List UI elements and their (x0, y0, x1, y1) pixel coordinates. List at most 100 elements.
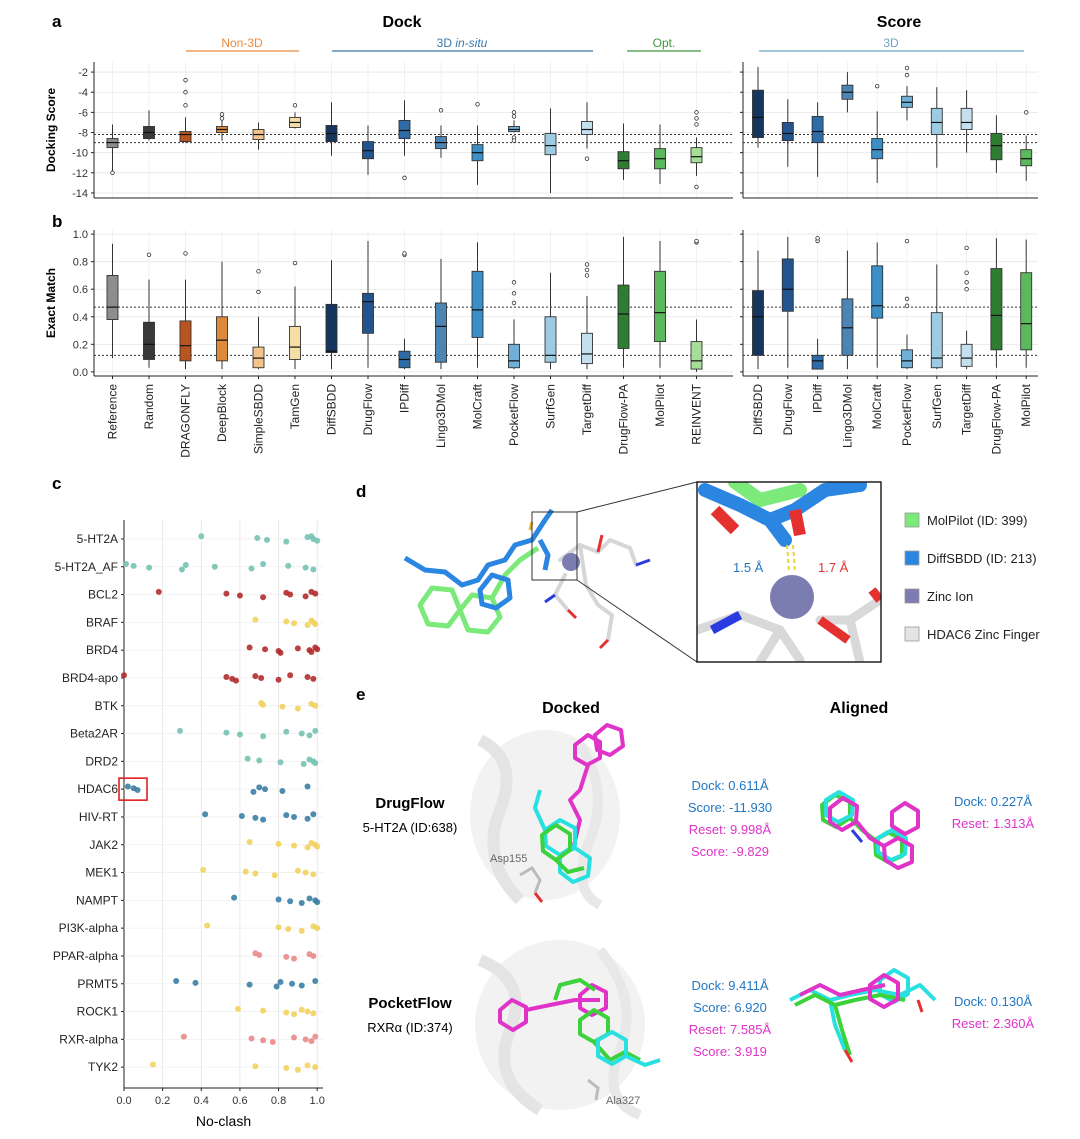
point (283, 618, 290, 625)
box-molpilot (1020, 110, 1033, 181)
row1-residue: Asp155 (490, 853, 527, 865)
category-label: TargetDiff (960, 383, 974, 435)
point (231, 894, 238, 901)
category-label: PocketFlow (507, 384, 521, 446)
row-label: PPAR-alpha (53, 949, 118, 963)
point (122, 561, 129, 568)
box (289, 325, 301, 360)
point (155, 588, 162, 595)
y-tick-label: -6 (78, 107, 88, 119)
outlier (292, 260, 298, 266)
box-diffsbdd (325, 102, 338, 156)
point (283, 1009, 290, 1016)
x-tick-label: 0.4 (194, 1095, 209, 1107)
box (581, 332, 593, 365)
point (291, 1011, 298, 1018)
y-tick-label: 1.0 (73, 229, 88, 241)
point (306, 732, 313, 739)
point (306, 895, 313, 902)
point (304, 815, 311, 822)
box-diffsbdd (752, 67, 764, 148)
point (304, 1062, 311, 1069)
box-molcraft (871, 83, 884, 183)
box-molpilot (1020, 239, 1033, 368)
x-axis-label: No-clash (196, 1113, 251, 1129)
box-reinvent (690, 110, 703, 190)
point (202, 811, 209, 818)
no-clash-strip-plot: 0.0 0.2 0.4 0.6 0.8 1.0 No-clash 5-HT2A 5-HT2A_A… (53, 520, 325, 1129)
zoom-connector-bottom (576, 579, 698, 663)
legend-label: DiffSBDD (ID: 213) (927, 551, 1037, 566)
docked-metric: Reset: 9.998Å (689, 822, 772, 837)
point (124, 783, 131, 790)
category-label: TargetDiff (580, 383, 594, 435)
box (617, 284, 630, 349)
box-molcraft (471, 242, 484, 368)
group-non3d-label: Non-3D (221, 36, 263, 50)
x-tick-label: 0.0 (116, 1095, 131, 1107)
box (544, 133, 557, 156)
point (248, 565, 255, 572)
box (216, 316, 228, 362)
box (930, 312, 943, 369)
point (263, 536, 270, 543)
box-pocketflow (901, 65, 913, 121)
point (291, 842, 298, 849)
box-dragonfly (179, 251, 192, 370)
box-surfgen (544, 272, 557, 370)
outlier (694, 238, 699, 244)
point (298, 730, 305, 737)
outlier (815, 236, 820, 241)
y-axis-label: Docking Score (44, 88, 58, 172)
point (204, 922, 211, 929)
point (300, 761, 307, 768)
point (223, 590, 230, 597)
row2-aligned-image (789, 968, 937, 1063)
box (960, 343, 973, 367)
box-lingo3dmol (841, 72, 854, 113)
box (781, 258, 794, 312)
point (302, 593, 309, 600)
point (302, 564, 309, 571)
row-label: HIV-RT (79, 810, 119, 824)
aligned-metric: Reset: 2.360Å (952, 1016, 1035, 1031)
aligned-metric: Dock: 0.130Å (954, 994, 1032, 1009)
model-name: DrugFlow (375, 795, 444, 812)
point (285, 562, 292, 569)
category-label: SurfGen (544, 384, 558, 429)
group-3d-label: 3D (883, 36, 899, 50)
box (811, 115, 824, 144)
point (275, 840, 282, 847)
point (298, 927, 305, 934)
col-docked-header: Docked (542, 700, 600, 717)
box (781, 121, 794, 142)
row-label: NAMPT (76, 893, 119, 907)
aligned-metric: Reset: 1.313Å (952, 816, 1035, 831)
box-surfgen (930, 264, 943, 370)
category-label: TamGen (288, 384, 302, 429)
point (312, 760, 319, 767)
point (260, 594, 267, 601)
plot-background (124, 520, 323, 1088)
category-label: MolPilot (653, 383, 667, 426)
point (192, 979, 199, 986)
point (310, 566, 317, 573)
score-header: Score (877, 14, 922, 31)
dock-header: Dock (382, 14, 421, 31)
box-tamgen (289, 260, 301, 370)
category-label: SimpleSBDD (252, 384, 266, 454)
panel-e-annotations: DrugFlow 5-HT2A (ID:638) Dock: 0.611Å Score… (363, 778, 1035, 1059)
panel-letter-a: a (52, 12, 62, 31)
box (398, 119, 411, 140)
box (143, 321, 155, 360)
box-molpilot (654, 124, 666, 184)
box-drugflow (781, 236, 794, 368)
point (244, 755, 251, 762)
outlier (511, 138, 517, 143)
point (246, 644, 253, 651)
point (310, 1010, 317, 1017)
row-label: BRD4-apo (62, 671, 118, 685)
point (134, 787, 141, 794)
point (287, 591, 294, 598)
point (304, 783, 311, 790)
